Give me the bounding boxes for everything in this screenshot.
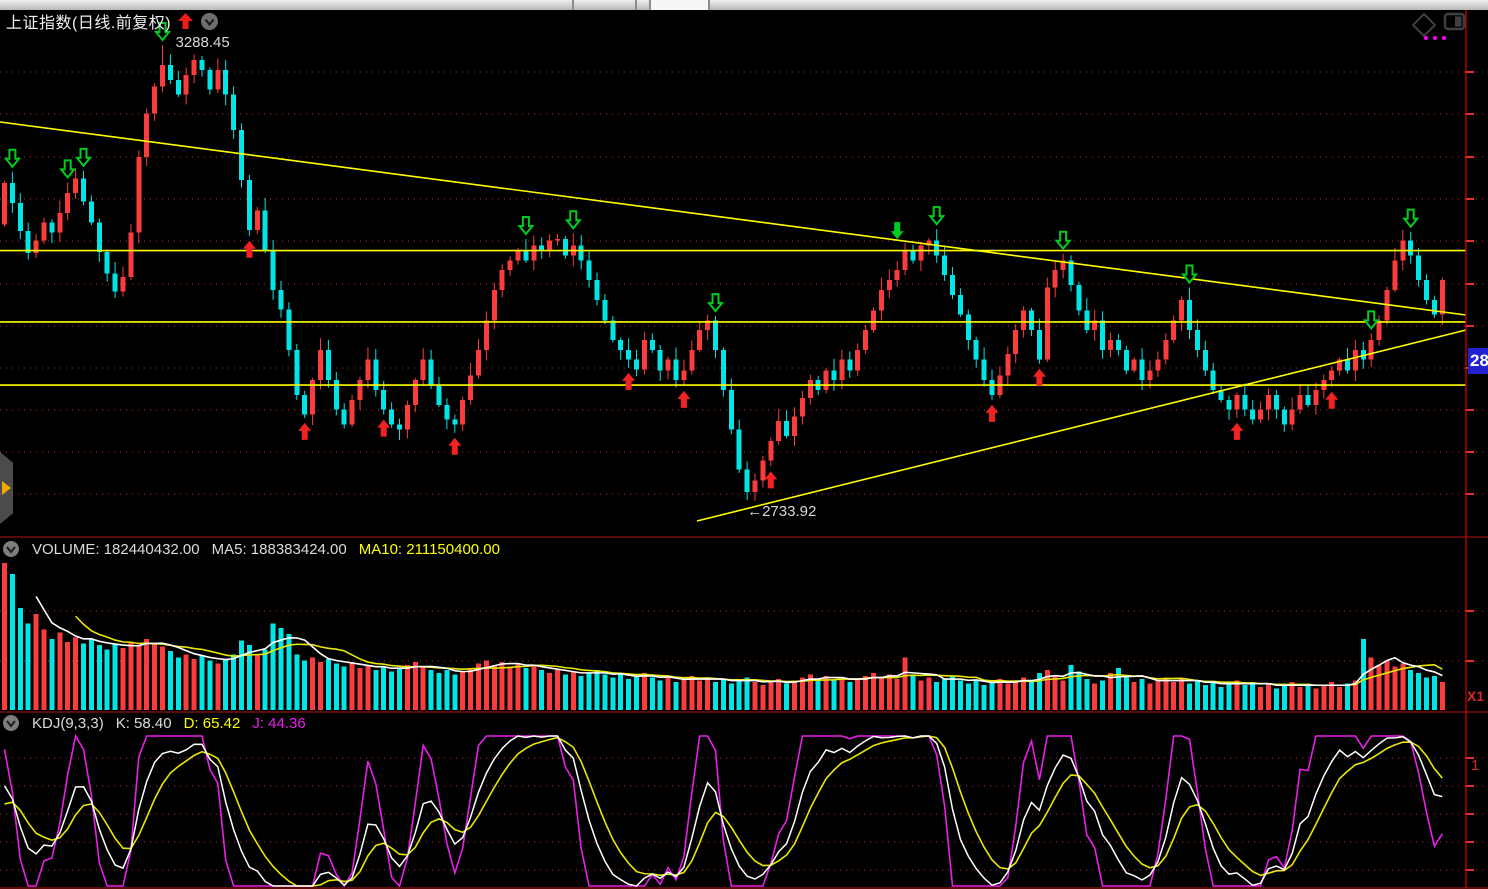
collapse-main-panel-icon[interactable] — [200, 12, 219, 31]
kdj-k-value: K: 58.40 — [115, 714, 172, 732]
volume-value: VOLUME: 182440432.00 — [32, 540, 200, 558]
chart-title: 上证指数(日线.前复权) — [6, 15, 172, 32]
diamond-tool-icon[interactable] — [1410, 11, 1438, 39]
collapse-volume-panel-icon[interactable] — [2, 540, 20, 558]
volume-ma10-value: MA10: 211150400.00 — [358, 540, 500, 558]
trough-price-label: ←2733.92 — [747, 503, 817, 520]
splitter-highlight — [651, 0, 708, 10]
main-chart-title-bar: 上证指数(日线.前复权) — [6, 11, 219, 32]
menu-dots — [1424, 36, 1446, 40]
splitter-divider — [708, 0, 710, 10]
kdj-d-value: D: 65.42 — [183, 714, 241, 732]
kdj-j-value: J: 44.36 — [252, 714, 306, 732]
scroll-up-arrow-icon[interactable] — [178, 12, 194, 30]
window-splitter-strip[interactable] — [0, 0, 1488, 10]
volume-panel-header: VOLUME: 182440432.00 MA5: 188383424.00 M… — [2, 539, 500, 559]
panel-layout-icon[interactable] — [1443, 12, 1467, 32]
price-axis-tag: 28 — [1468, 348, 1488, 374]
splitter-divider — [635, 0, 637, 10]
kdj-indicator-name: KDJ(9,3,3) — [32, 714, 104, 732]
expand-arrow-icon — [2, 481, 11, 495]
kdj-axis-tick-label: 1 — [1471, 757, 1480, 774]
collapse-kdj-panel-icon[interactable] — [2, 714, 20, 732]
volume-unit-label: X1 — [1467, 688, 1485, 704]
volume-ma5-value: MA5: 188383424.00 — [211, 540, 347, 558]
kdj-panel-header: KDJ(9,3,3) K: 58.40 D: 65.42 J: 44.36 — [2, 713, 306, 733]
splitter-divider — [572, 0, 574, 10]
splitter-divider — [649, 0, 651, 10]
sidebar-expand-tab[interactable] — [0, 452, 13, 524]
peak-price-label: 3288.45 — [175, 34, 230, 51]
